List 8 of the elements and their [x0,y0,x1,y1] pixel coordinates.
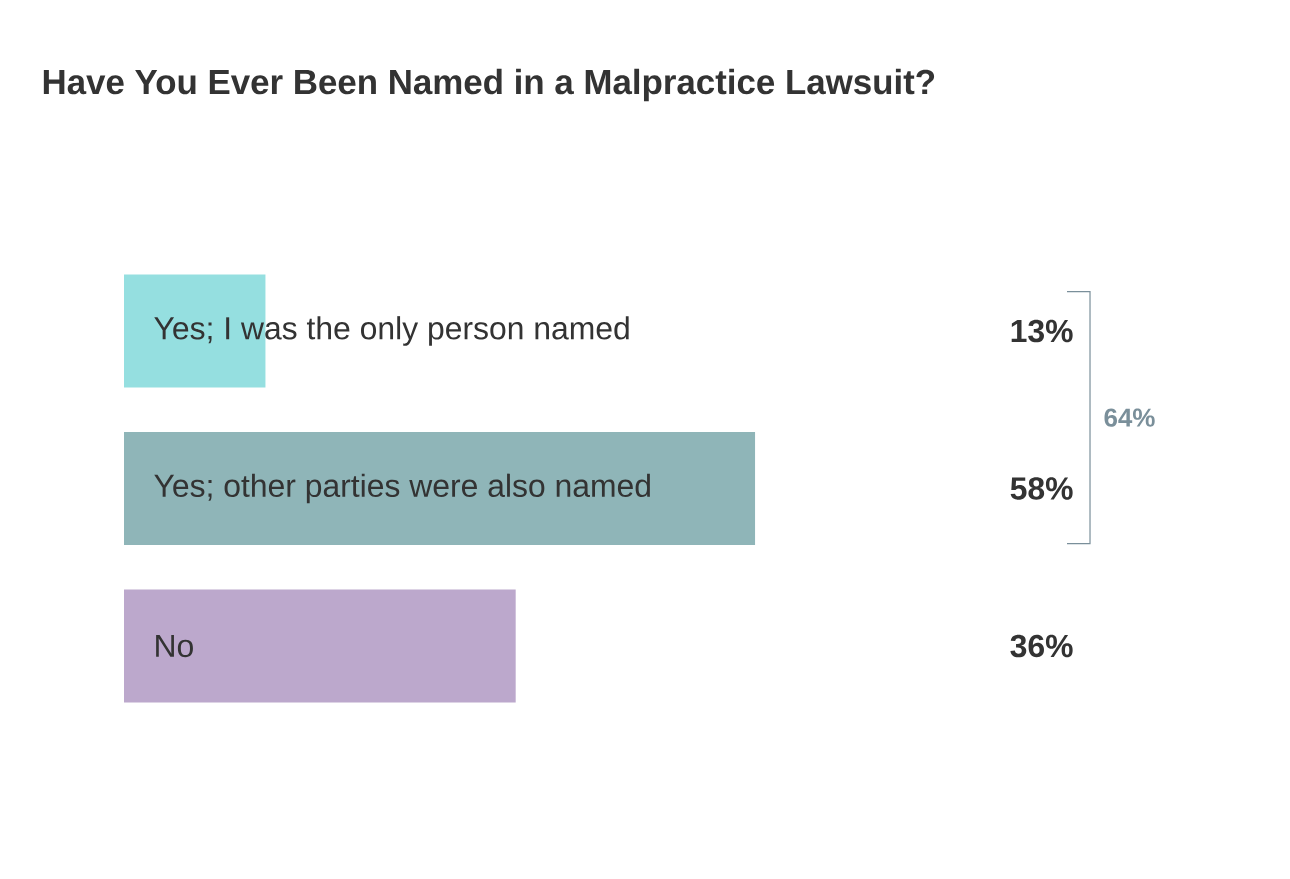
data-label: 36% [1010,634,1073,658]
text: 64% [1104,408,1155,427]
chart-title: Have You Ever Been Named in a Malpractice Lawsuit? [43,68,935,102]
y-tick-label: Yes; other parties were also named [154,473,650,504]
y-tick-label: Yes; I was the only person named [154,316,629,346]
data-label: 13% [1011,319,1073,343]
data-label: 58% [1010,477,1073,500]
y-tick-label: No [156,634,193,658]
